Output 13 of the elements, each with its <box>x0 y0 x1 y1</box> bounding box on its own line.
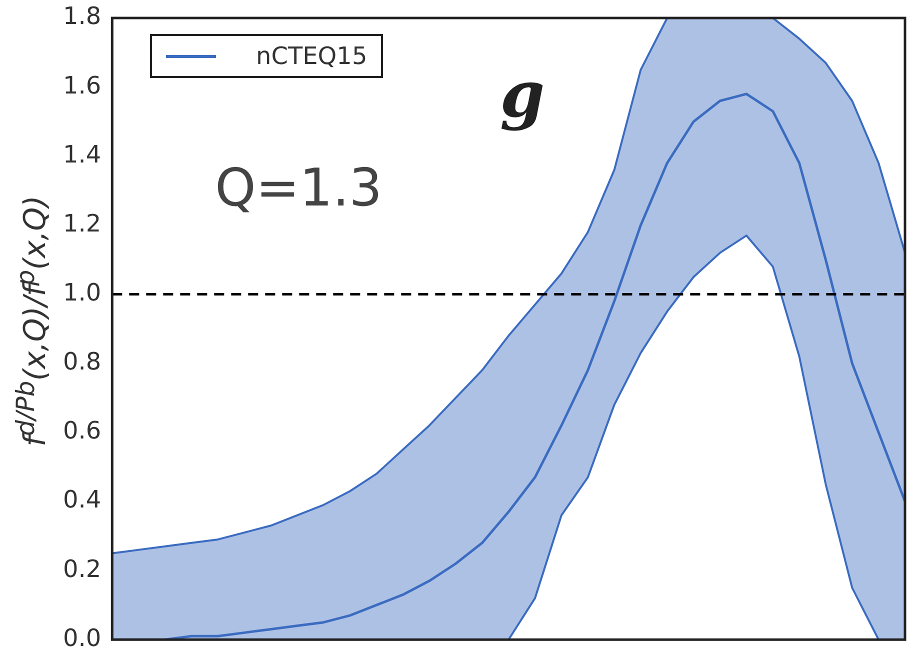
y-tick-label: 1.6 <box>62 71 102 100</box>
y-tick-label: 1.4 <box>62 140 102 168</box>
y-tick-label: 1.0 <box>62 278 102 306</box>
legend-label: nCTEQ15 <box>256 42 368 70</box>
annotation: Q=1.3 <box>215 158 382 219</box>
y-tick-label: 0.2 <box>62 554 102 583</box>
y-tick-label: 0.0 <box>62 624 102 652</box>
y-tick-label: 1.2 <box>62 209 102 238</box>
y-tick-label: 0.8 <box>62 348 102 376</box>
y-tick-label: 1.8 <box>62 2 102 30</box>
y-tick-label: 0.4 <box>62 486 102 514</box>
annotation: g <box>500 58 545 133</box>
y-tick-label: 0.6 <box>62 416 102 445</box>
